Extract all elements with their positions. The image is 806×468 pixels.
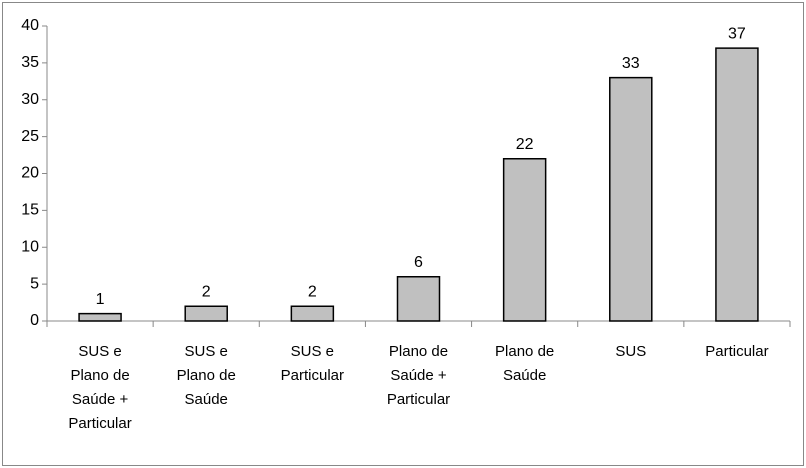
bar [715,47,759,322]
y-tick-label: 5 [30,275,39,292]
y-tick-label: 40 [21,17,39,34]
y-tick-label: 35 [21,54,39,71]
y-tick-label: 20 [21,165,39,182]
data-label: 1 [96,291,105,308]
data-label: 22 [516,136,534,153]
bar [502,158,547,322]
y-tick-label: 15 [21,202,39,219]
bar [396,276,441,322]
bar [78,312,122,322]
data-label: 2 [308,283,317,300]
y-tick-label: 30 [21,91,39,108]
data-label: 37 [728,25,746,42]
data-label: 2 [202,283,211,300]
x-tick-label: SUS e Plano de Saúde + Particular [68,343,132,432]
x-tick-label: SUS [615,343,647,360]
x-tick-label: SUS e Plano de Saúde [176,343,236,408]
data-label: 6 [414,254,423,271]
bar [290,305,335,322]
bar [184,305,228,322]
y-tick-label: 25 [21,128,39,145]
x-tick-label: Particular [705,343,769,360]
x-tick-label: Plano de Saúde [495,343,555,384]
bar [609,76,653,322]
data-label: 33 [622,55,640,72]
x-tick-label: SUS e Particular [280,343,345,384]
x-tick-label: Plano de Saúde + Particular [386,343,451,408]
y-tick-label: 10 [21,238,39,255]
y-tick-label: 0 [30,312,39,329]
